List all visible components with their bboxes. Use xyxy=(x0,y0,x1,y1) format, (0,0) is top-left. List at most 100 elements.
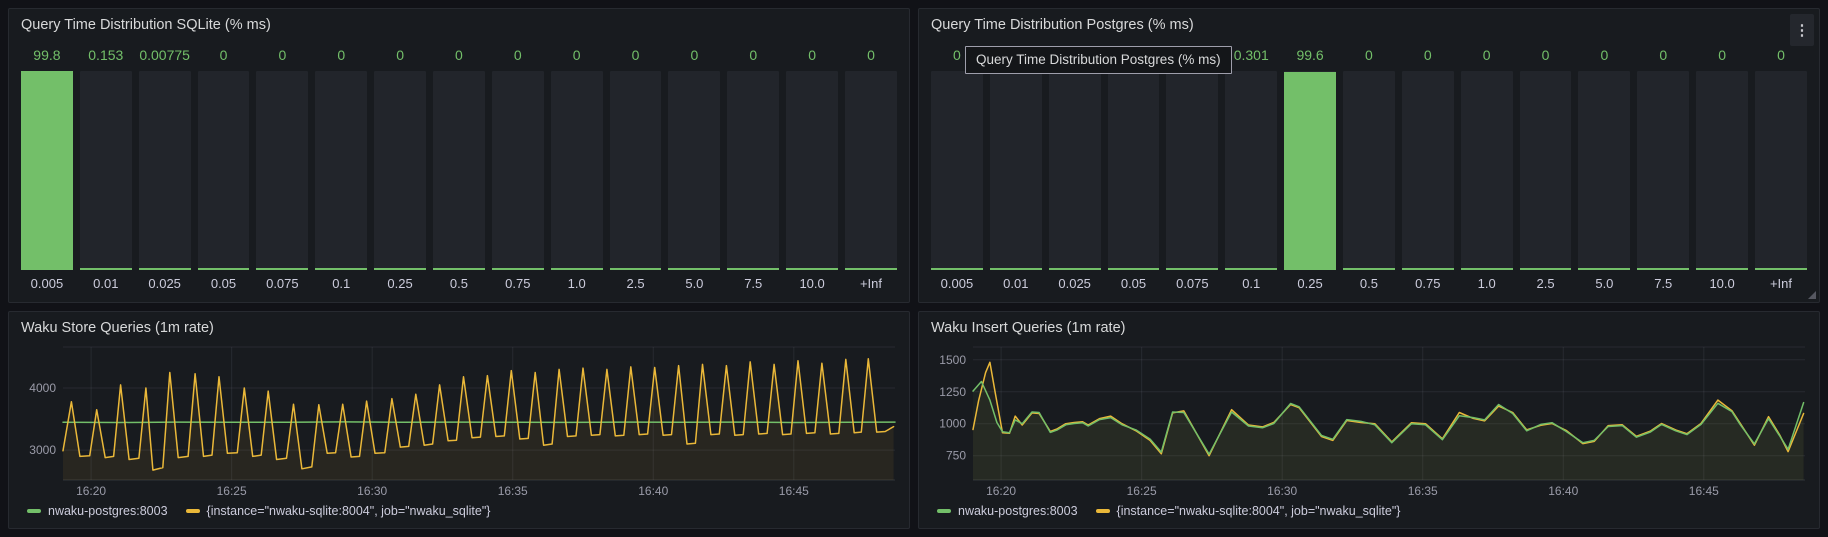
legend: nwaku-postgres:8003 {instance="nwaku-sql… xyxy=(925,500,1813,524)
histogram-bar[interactable] xyxy=(433,71,485,270)
svg-text:3000: 3000 xyxy=(29,443,56,457)
histogram-bar[interactable] xyxy=(989,71,1042,270)
bucket-label: 0.05 xyxy=(1120,275,1147,291)
legend: nwaku-postgres:8003 {instance="nwaku-sql… xyxy=(15,500,903,524)
histogram-bar[interactable] xyxy=(1460,71,1513,270)
histogram-bar[interactable] xyxy=(1048,71,1101,270)
bar-baseline xyxy=(138,268,191,270)
insert-queries-plot[interactable]: 16:20 16:25 16:30 16:35 16:40 16:45 750 1000 125… xyxy=(925,342,1813,500)
histogram-bar[interactable] xyxy=(668,71,721,270)
histogram-bar[interactable] xyxy=(138,71,191,270)
histogram-bar[interactable] xyxy=(21,71,73,270)
bar-value: 99.8 xyxy=(33,47,61,63)
svg-text:16:30: 16:30 xyxy=(357,484,387,498)
histogram-bar[interactable] xyxy=(1225,71,1278,270)
panel-resize-handle-icon[interactable] xyxy=(1808,291,1816,299)
bar-value: 0.00775 xyxy=(139,47,190,63)
sqlite-histogram[interactable]: 99.8 0.153 0.00775 0 0 0 0 0 0 0 0 0 0 0 0 0.005 0.01 0.… xyxy=(9,39,909,302)
svg-text:16:30: 16:30 xyxy=(1267,484,1297,498)
legend-item-sqlite[interactable]: {instance="nwaku-sqlite:8004", job="nwak… xyxy=(1095,504,1401,518)
insert-queries-chart[interactable]: 16:20 16:25 16:30 16:35 16:40 16:45 750 1000 125… xyxy=(925,342,1813,500)
bucket-label: 1.0 xyxy=(567,275,586,291)
bar-value: 0 xyxy=(278,47,287,63)
bucket-label: +Inf xyxy=(1769,275,1792,291)
bar-baseline xyxy=(256,268,309,270)
svg-text:16:40: 16:40 xyxy=(1548,484,1578,498)
bar-value: 0 xyxy=(867,47,875,63)
histogram-bar[interactable] xyxy=(256,71,309,270)
bucket-label: 10.0 xyxy=(799,275,825,291)
bar-baseline xyxy=(1048,268,1101,270)
histogram-bar[interactable] xyxy=(727,71,780,270)
bar-value: 0 xyxy=(1482,47,1491,63)
histogram-bar[interactable] xyxy=(845,71,897,270)
panel-title[interactable]: Waku Insert Queries (1m rate) xyxy=(931,320,1126,336)
bar-value: 0.153 xyxy=(88,47,124,63)
svg-text:16:35: 16:35 xyxy=(1408,484,1438,498)
histogram-bar[interactable] xyxy=(1284,71,1337,270)
histogram-bar[interactable] xyxy=(491,71,544,270)
bar-baseline xyxy=(433,268,485,270)
histogram-bar[interactable] xyxy=(1343,71,1395,270)
histogram-bar[interactable] xyxy=(1107,71,1160,270)
panel-title[interactable]: Query Time Distribution SQLite (% ms) xyxy=(21,17,271,33)
panel-menu-kebab-icon[interactable]: ⋮ xyxy=(1790,14,1814,46)
bucket-label: 0.05 xyxy=(210,275,237,291)
panel-title[interactable]: Waku Store Queries (1m rate) xyxy=(21,320,214,336)
bucket-label: 0.075 xyxy=(266,275,299,291)
bar-baseline xyxy=(786,268,839,270)
panel-query-time-postgres: Query Time Distribution Postgres (% ms) … xyxy=(918,8,1820,303)
svg-text:16:45: 16:45 xyxy=(1689,484,1719,498)
histogram-bar[interactable] xyxy=(374,71,427,270)
bucket-label: 0.75 xyxy=(505,275,531,291)
histogram-bar[interactable] xyxy=(609,71,662,270)
bucket-label: 0.1 xyxy=(332,275,351,291)
legend-item-postgres[interactable]: nwaku-postgres:8003 xyxy=(27,504,168,518)
histogram-bar[interactable] xyxy=(1755,71,1807,270)
bucket-label: 0.25 xyxy=(387,275,413,291)
panel-waku-store-queries: Waku Store Queries (1m rate) 16:20 16:25 1… xyxy=(8,311,910,529)
histogram-bar[interactable] xyxy=(1519,71,1572,270)
bar-value: 0 xyxy=(749,47,758,63)
postgres-histogram[interactable]: 0 0.301 99.6 0 0 0 0 0 0 0 0 0.005 0.01 0.025 0.05 0.0… xyxy=(919,39,1819,302)
panel-title[interactable]: Query Time Distribution Postgres (% ms) xyxy=(931,17,1194,33)
bar-value: 0 xyxy=(513,47,522,63)
histogram-bar[interactable] xyxy=(1578,71,1631,270)
bucket-label: 0.75 xyxy=(1415,275,1441,291)
bar-baseline xyxy=(989,268,1042,270)
store-queries-plot[interactable]: 16:20 16:25 16:30 16:35 16:40 16:45 3000 4000 xyxy=(15,342,903,500)
histogram-bar[interactable] xyxy=(79,71,132,270)
legend-item-sqlite[interactable]: {instance="nwaku-sqlite:8004", job="nwak… xyxy=(185,504,490,518)
histogram-bar[interactable] xyxy=(1637,71,1690,270)
bar-baseline xyxy=(550,268,603,270)
svg-text:16:45: 16:45 xyxy=(779,484,809,498)
bucket-label: 0.1 xyxy=(1242,275,1261,291)
bucket-label: 0.005 xyxy=(30,275,64,291)
bucket-label: 7.5 xyxy=(1654,275,1673,291)
legend-label: nwaku-postgres:8003 xyxy=(48,504,168,518)
bar-baseline xyxy=(668,268,721,270)
histogram-bar[interactable] xyxy=(1696,71,1749,270)
svg-text:1500: 1500 xyxy=(939,353,966,367)
bar-value: 0 xyxy=(396,47,404,63)
legend-item-postgres[interactable]: nwaku-postgres:8003 xyxy=(937,504,1078,518)
histogram-bar[interactable] xyxy=(931,71,983,270)
histogram-bar[interactable] xyxy=(1166,71,1219,270)
histogram-bar[interactable] xyxy=(786,71,839,270)
bar-row xyxy=(931,71,1807,270)
timeseries-body: 16:20 16:25 16:30 16:35 16:40 16:45 750 1000 125… xyxy=(919,342,1819,528)
histogram-bar[interactable] xyxy=(197,71,250,270)
legend-label: {instance="nwaku-sqlite:8004", job="nwak… xyxy=(1116,504,1401,518)
svg-text:16:25: 16:25 xyxy=(217,484,247,498)
bar-value: 0.301 xyxy=(1233,47,1269,63)
histogram-bar[interactable] xyxy=(550,71,603,270)
bar-baseline xyxy=(609,268,662,270)
bucket-label: 10.0 xyxy=(1709,275,1735,291)
store-queries-chart[interactable]: 16:20 16:25 16:30 16:35 16:40 16:45 3000 4000 xyxy=(15,342,903,500)
bucket-label: 5.0 xyxy=(1595,275,1614,291)
bar-baseline xyxy=(1401,268,1454,270)
histogram-bar[interactable] xyxy=(315,71,368,270)
bar-value: 0 xyxy=(572,47,581,63)
histogram-bar[interactable] xyxy=(1401,71,1454,270)
